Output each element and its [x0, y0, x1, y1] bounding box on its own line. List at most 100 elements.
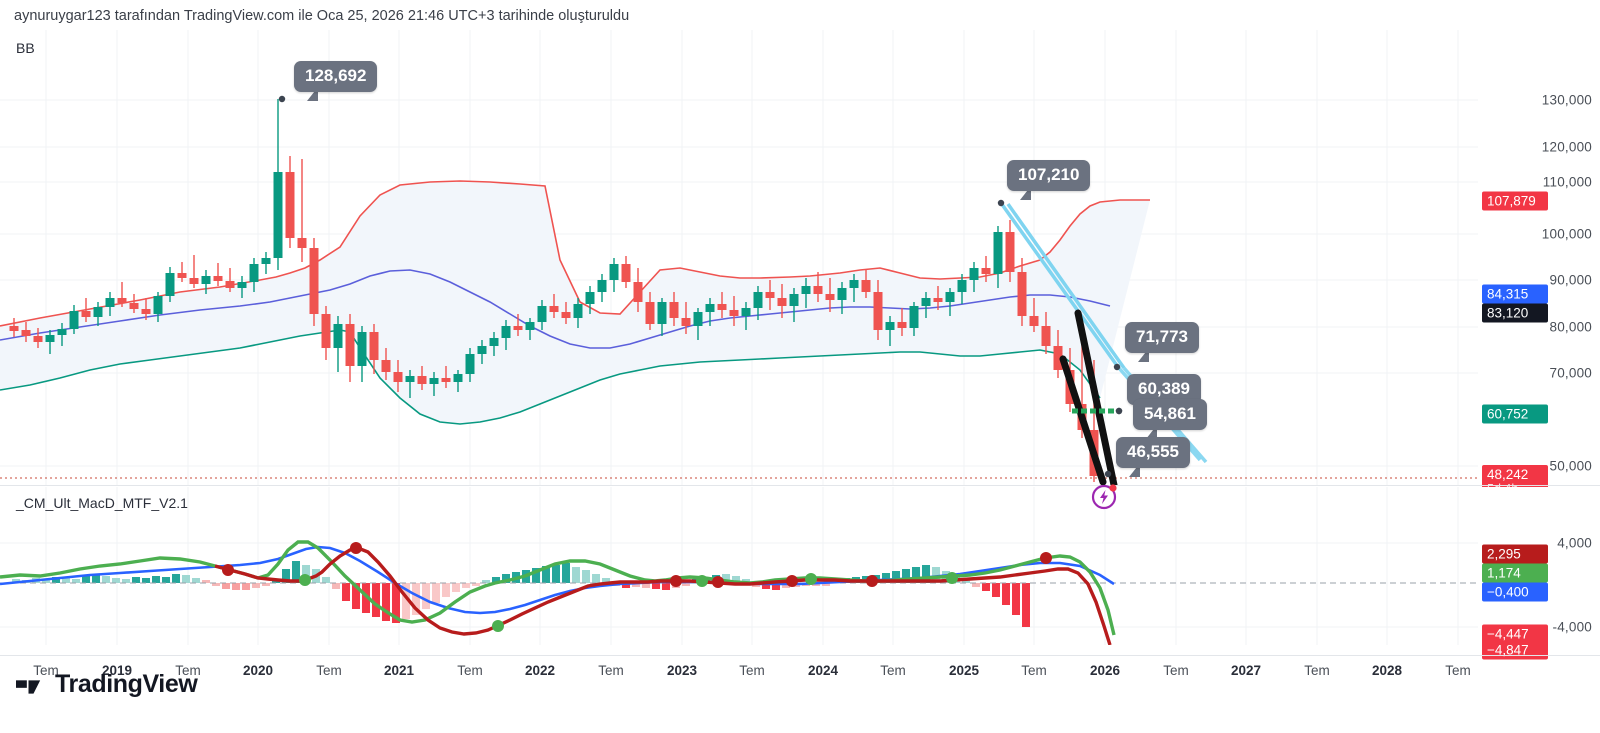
macd-low-badge[interactable]: −4,447 — [1482, 624, 1548, 644]
macd-cross-marker[interactable] — [946, 572, 958, 584]
callout-128692[interactable]: 128,692 — [294, 61, 378, 92]
macd-cross-marker[interactable] — [1040, 552, 1052, 564]
price-plot-area[interactable] — [0, 30, 1478, 485]
price-axis-tick: 90,000 — [1549, 272, 1592, 288]
candle-body — [885, 322, 895, 330]
macd-signal-badge[interactable]: −0,400 — [1482, 582, 1548, 602]
candle-body — [633, 282, 643, 302]
price-axis[interactable]: 130,000 120,000 110,000 100,000 90,000 80,000… — [1478, 30, 1600, 499]
macd-indicator-legend[interactable]: _CM_Ult_MacD_MTF_V2.1 — [16, 495, 188, 511]
candle-body — [129, 303, 139, 309]
attribution-text: aynuruygar123 tarafından TradingView.com… — [14, 8, 630, 24]
candle-body — [225, 281, 235, 288]
macd-plot-area[interactable] — [0, 487, 1478, 645]
candle-body — [153, 296, 163, 314]
time-axis-tick: 2028 — [1371, 663, 1403, 678]
histogram-bar — [82, 575, 90, 583]
macd-axis[interactable]: 4,000 -4,000 2,295 1,174 −0,400 −4,447 −4,847 — [1478, 487, 1600, 660]
candle-body — [861, 280, 871, 292]
histogram-bar — [192, 578, 200, 583]
callout-anchor-dot[interactable] — [997, 199, 1005, 207]
histogram-bar — [172, 574, 180, 583]
macd-cross-marker[interactable] — [350, 542, 362, 554]
black-trendline[interactable] — [1074, 309, 1118, 485]
macd-cross-marker[interactable] — [492, 620, 504, 632]
candle-body — [657, 302, 667, 324]
price-axis-tick: 50,000 — [1549, 458, 1592, 474]
histogram-bar — [62, 578, 70, 583]
candle-body — [213, 276, 223, 281]
macd-line-badge[interactable]: 1,174 — [1482, 563, 1548, 583]
macd-cross-marker[interactable] — [866, 575, 878, 587]
alert-bolt-icon[interactable] — [1090, 481, 1120, 511]
candle-body — [141, 309, 151, 314]
histogram-bar — [92, 574, 100, 583]
histogram-bar — [442, 583, 450, 597]
macd-cross-marker[interactable] — [670, 575, 682, 587]
channel-line-2[interactable] — [1006, 202, 1126, 370]
candle-body — [453, 374, 463, 382]
chart-container[interactable]: BB 130,000 120,000 110,000 100,000 90,000 80,… — [0, 30, 1600, 660]
histogram-bar — [302, 565, 310, 583]
histogram-bar — [552, 565, 560, 583]
histogram-bar — [562, 563, 570, 583]
macd-hist-badge[interactable]: 2,295 — [1482, 544, 1548, 564]
histogram-bar — [462, 583, 470, 588]
macd-cross-marker[interactable] — [222, 564, 234, 576]
macd-pane[interactable]: _CM_Ult_MacD_MTF_V2.1 4,000 -4,000 2,295 1,… — [0, 487, 1600, 660]
channel-line-1[interactable] — [999, 201, 1120, 369]
histogram-bar — [252, 583, 260, 588]
candle-body — [981, 268, 991, 274]
candle-body — [201, 276, 211, 284]
time-axis[interactable]: Tem 2019 Tem 2020 Tem 2021 Tem 2022 Tem 2023 Tem 20… — [0, 655, 1600, 690]
macd-cross-marker[interactable] — [805, 573, 817, 585]
histogram-bar — [332, 583, 340, 589]
macd-cross-marker[interactable] — [712, 576, 724, 588]
callout-anchor-dot[interactable] — [1104, 470, 1112, 478]
bb-indicator-legend[interactable]: BB — [16, 40, 35, 56]
upper-band-price[interactable]: 107,879 — [1482, 191, 1548, 211]
price-chart-svg — [0, 30, 1478, 485]
candle-body — [1041, 326, 1051, 346]
candle-body — [597, 280, 607, 292]
histogram-bar — [112, 578, 120, 583]
candle-body — [969, 268, 979, 280]
last-price[interactable]: 83,120 — [1482, 303, 1548, 323]
candle-body — [117, 298, 127, 303]
histogram-bar — [392, 583, 400, 623]
candle-body — [105, 298, 115, 307]
histogram-bar — [432, 583, 440, 603]
histogram-bar — [642, 583, 650, 588]
black-trendline-2[interactable] — [1059, 355, 1107, 485]
macd-axis-tick: -4,000 — [1552, 619, 1592, 635]
histogram-bar — [182, 575, 190, 583]
callout-54861[interactable]: 54,861 — [1133, 399, 1207, 430]
candle-body — [381, 360, 391, 372]
middle-band-price[interactable]: 84,315 — [1482, 284, 1548, 304]
macd-cross-marker[interactable] — [696, 575, 708, 587]
candle-body — [693, 312, 703, 326]
macd-low2-badge[interactable]: −4,847 — [1482, 640, 1548, 660]
histogram-bar — [882, 573, 890, 583]
callout-71773[interactable]: 71,773 — [1125, 322, 1199, 353]
histogram-bar — [242, 583, 250, 590]
callout-anchor-dot[interactable] — [1113, 363, 1121, 371]
candle-body — [261, 258, 271, 264]
callout-anchor-dot[interactable] — [278, 95, 286, 103]
callout-46555[interactable]: 46,555 — [1116, 437, 1190, 468]
lower-band-price[interactable]: 60,752 — [1482, 404, 1548, 424]
macd-cross-marker[interactable] — [299, 574, 311, 586]
macd-red-line — [214, 546, 1112, 645]
price-pane[interactable]: BB 130,000 120,000 110,000 100,000 90,000 80,… — [0, 30, 1600, 499]
tradingview-brand: TradingView — [16, 670, 198, 699]
macd-cross-marker[interactable] — [786, 575, 798, 587]
callout-anchor-dot[interactable] — [1115, 407, 1123, 415]
histogram-bar — [132, 577, 140, 583]
histogram-bar — [322, 577, 330, 583]
histogram-bar — [972, 583, 980, 587]
callout-107210[interactable]: 107,210 — [1007, 160, 1091, 191]
candlestick-series — [9, 99, 1099, 482]
histogram-bar — [222, 583, 230, 589]
histogram-bar — [382, 583, 390, 621]
candle-body — [573, 304, 583, 318]
